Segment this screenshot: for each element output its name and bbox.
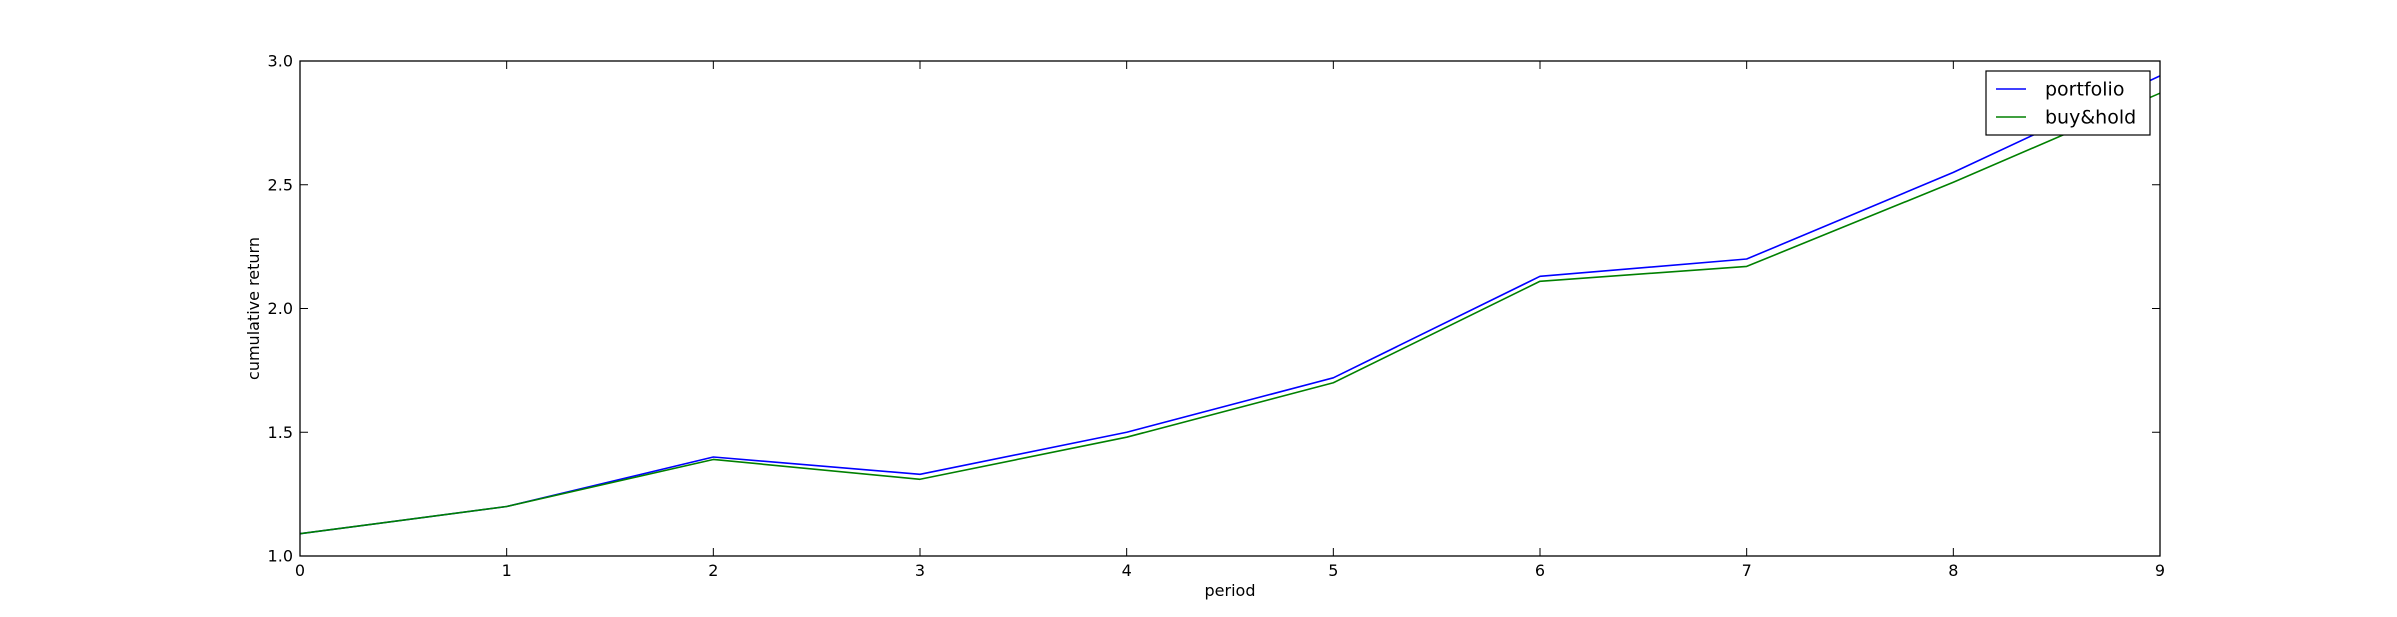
x-tick-label: 7	[1742, 561, 1752, 580]
legend: portfolio buy&hold	[1985, 70, 2151, 136]
series-line-portfolio	[299, 75, 2161, 535]
series-line-buy-hold	[299, 92, 2161, 535]
x-tick-label: 5	[1328, 561, 1338, 580]
x-tick-label: 1	[502, 561, 512, 580]
x-tick-label: 0	[295, 561, 305, 580]
legend-box	[1985, 70, 2151, 136]
y-axis-label: cumulative return	[244, 237, 263, 380]
x-axis-label: period	[1205, 581, 1256, 600]
series-layer	[299, 75, 2161, 535]
y-tick-label: 2.5	[268, 175, 293, 194]
x-tick-label: 4	[1122, 561, 1132, 580]
x-tick-label: 9	[2155, 561, 2165, 580]
y-tick-label: 2.0	[268, 299, 293, 318]
ticks-layer: 0 1 2 3 4 5 6 7 8 9 1.0 1.5 2.0 2.5 3.0	[268, 52, 2166, 581]
x-tick-label: 6	[1535, 561, 1545, 580]
y-tick-label: 1.5	[268, 423, 293, 442]
x-tick-label: 8	[1948, 561, 1958, 580]
x-tick-label: 2	[708, 561, 718, 580]
x-tick-label: 3	[915, 561, 925, 580]
legend-label: buy&hold	[2045, 107, 2136, 129]
y-tick-label: 3.0	[268, 52, 293, 71]
y-tick-label: 1.0	[268, 547, 293, 566]
legend-label: portfolio	[2045, 79, 2124, 101]
